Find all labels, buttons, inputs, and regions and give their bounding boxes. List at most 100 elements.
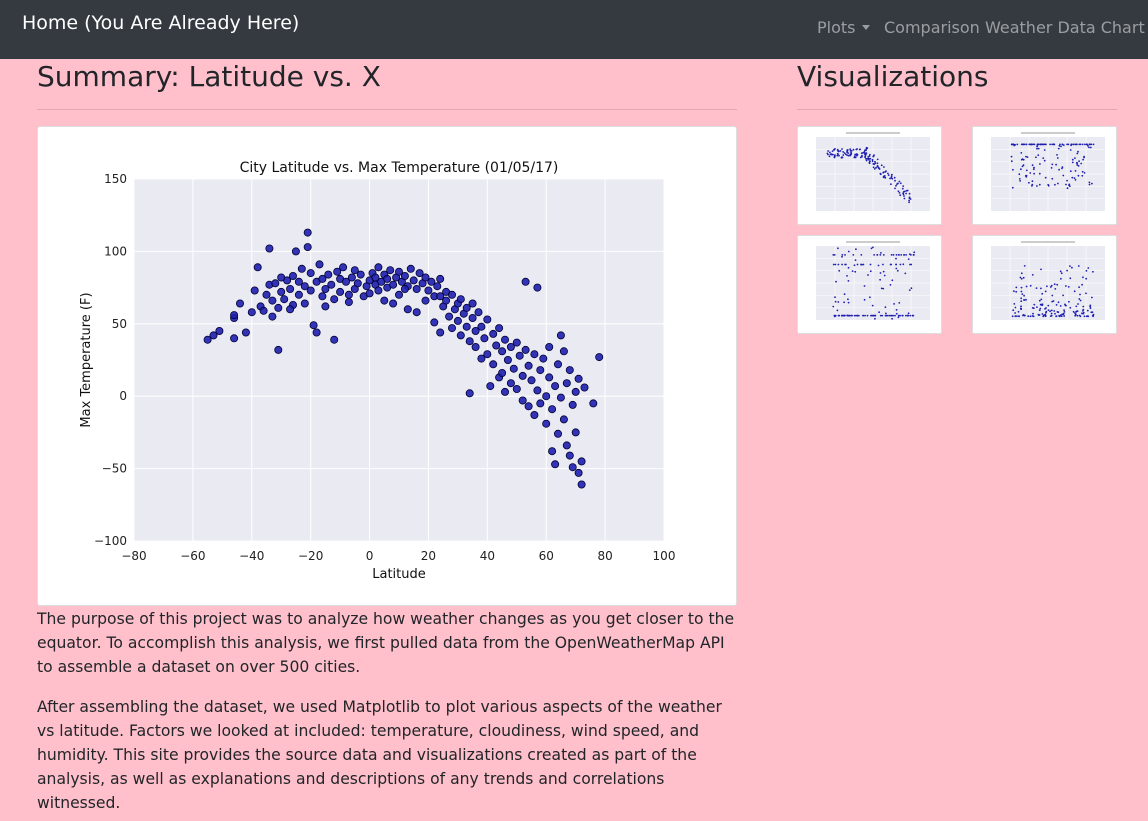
data-point xyxy=(303,228,312,237)
thumbnail-point xyxy=(862,314,865,317)
data-point xyxy=(294,290,303,299)
nav-plots-dropdown[interactable]: Plots xyxy=(817,18,870,37)
thumbnail-point xyxy=(1051,143,1053,146)
thumbnail-point xyxy=(1020,168,1022,171)
thumbnail-point xyxy=(1076,152,1079,155)
thumbnail-point xyxy=(1059,270,1062,273)
thumbnail-point xyxy=(901,314,904,317)
data-point xyxy=(480,334,489,343)
thumbnail-point xyxy=(1071,161,1074,164)
thumbnail-point xyxy=(1037,154,1040,156)
thumbnail-humidity[interactable] xyxy=(972,126,1117,225)
thumbnail-point xyxy=(1066,143,1068,146)
data-point xyxy=(235,299,244,308)
data-point xyxy=(318,292,327,301)
thumbnail-point xyxy=(903,197,906,200)
thumbnail-point xyxy=(1026,156,1029,158)
thumbnail-point xyxy=(1022,276,1025,279)
thumbnail-point xyxy=(1063,315,1066,317)
nav-comparison-link[interactable]: Comparison xyxy=(884,18,980,37)
thumbnail-point xyxy=(1074,170,1077,172)
thumbnail-point xyxy=(1032,307,1035,310)
data-point xyxy=(483,350,492,359)
thumbnail-point xyxy=(1029,315,1032,318)
thumbnail-point xyxy=(910,287,913,290)
thumbnail-point xyxy=(1017,310,1020,313)
thumbnail-point xyxy=(884,306,887,309)
data-point xyxy=(521,345,530,354)
thumbnail-point xyxy=(1060,277,1062,280)
thumbnail-wind-speed[interactable] xyxy=(972,235,1117,334)
data-point xyxy=(548,447,557,456)
data-point xyxy=(291,247,300,256)
data-point xyxy=(341,277,350,286)
thumbnail-point xyxy=(1054,288,1057,290)
data-point xyxy=(262,290,271,299)
thumbnail-point xyxy=(826,152,829,155)
thumbnail-point xyxy=(1043,314,1045,316)
data-point xyxy=(394,267,403,276)
data-point xyxy=(344,298,353,307)
thumbnail-point xyxy=(1074,313,1077,315)
thumbnail-point xyxy=(1029,284,1032,287)
thumbnail-point xyxy=(1058,144,1061,147)
thumbnail-point xyxy=(1071,266,1073,269)
x-tick-label: −60 xyxy=(180,549,205,563)
data-point xyxy=(277,273,286,282)
thumbnail-point xyxy=(1051,294,1054,297)
thumbnail-point xyxy=(1058,168,1060,171)
thumbnail-point xyxy=(899,314,901,317)
thumbnail-point xyxy=(913,254,915,256)
thumbnail-point xyxy=(1087,267,1090,269)
data-point xyxy=(542,392,551,401)
thumbnail-point xyxy=(1082,276,1084,279)
thumbnail-point xyxy=(880,252,882,254)
thumbnail-point xyxy=(834,314,837,317)
thumbnail-point xyxy=(1086,309,1089,312)
thumbnail-point xyxy=(874,160,876,163)
thumbnail-point xyxy=(1074,157,1076,159)
thumbnail-point xyxy=(1031,164,1034,167)
thumbnail-point xyxy=(1020,290,1023,293)
y-tick-label: 100 xyxy=(104,244,127,258)
home-brand-link[interactable]: Home (You Are Already Here) xyxy=(22,12,300,34)
thumbnail-point xyxy=(1047,309,1050,311)
thumbnail-point xyxy=(1019,180,1021,182)
thumbnail-point xyxy=(1018,315,1020,318)
thumbnail-point xyxy=(903,195,905,197)
data-point xyxy=(565,366,574,375)
thumbnail-point xyxy=(856,314,859,317)
data-point xyxy=(536,366,545,375)
thumbnail-point xyxy=(869,153,871,156)
thumbnail-point xyxy=(842,154,845,156)
thumbnail-point xyxy=(871,158,874,161)
thumbnail-point xyxy=(866,158,868,160)
thumbnail-point xyxy=(883,274,886,277)
thumbnail-point xyxy=(889,177,891,180)
data-point xyxy=(315,260,324,269)
thumbnail-point xyxy=(1056,154,1058,156)
thumbnail-point xyxy=(837,247,839,250)
thumbnail-point xyxy=(1063,309,1065,311)
thumbnail-point xyxy=(854,270,857,273)
thumbnail-point xyxy=(1088,183,1091,186)
thumbnail-point xyxy=(1057,182,1059,185)
thumbnail-point xyxy=(1032,315,1035,318)
thumbnail-point xyxy=(882,263,884,266)
thumbnail-max-temperature[interactable] xyxy=(797,126,942,225)
thumbnail-cloudiness[interactable] xyxy=(797,235,942,334)
x-tick-label: −20 xyxy=(298,549,323,563)
data-point xyxy=(442,296,451,305)
thumbnail-point xyxy=(1020,143,1023,146)
thumbnail-point xyxy=(897,316,900,319)
thumbnail-point xyxy=(830,153,833,156)
thumbnail-point xyxy=(1039,307,1042,310)
data-point xyxy=(274,345,283,354)
nav-weather-data-chart-link[interactable]: Weather Data Chart xyxy=(985,18,1145,37)
data-point xyxy=(521,277,530,286)
methods-paragraph: After assembling the dataset, we used Ma… xyxy=(37,698,722,812)
thumbnail-point xyxy=(1011,315,1014,318)
thumbnail-point xyxy=(1062,144,1065,146)
data-point xyxy=(271,279,280,288)
thumbnail-point xyxy=(868,161,871,164)
